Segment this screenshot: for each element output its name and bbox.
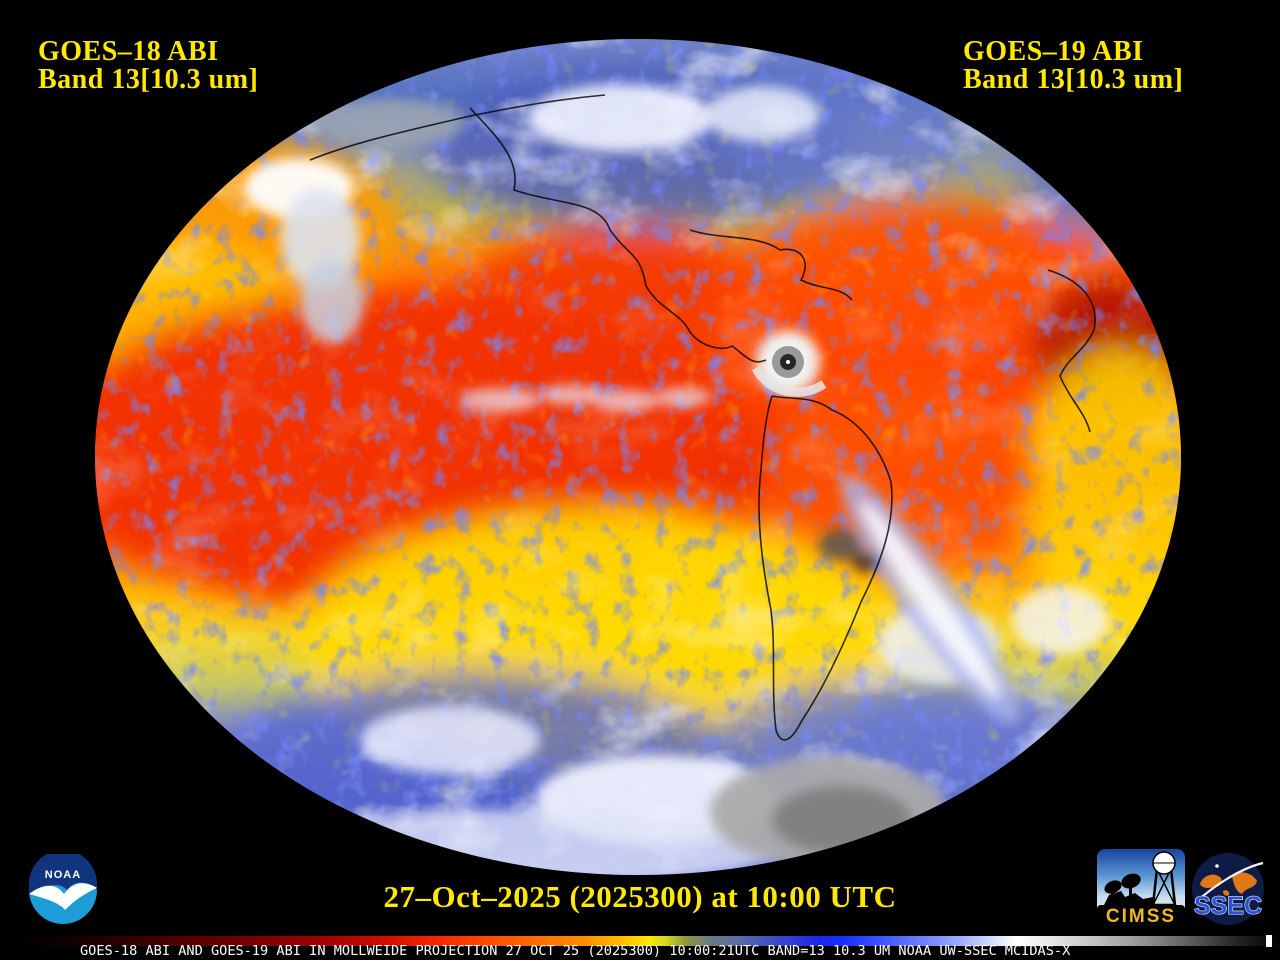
coastlines xyxy=(309,94,1096,741)
noaa-logo-text: NOAA xyxy=(45,869,81,881)
noaa-bird-icon xyxy=(29,883,97,910)
colorbar-marker xyxy=(1266,935,1272,947)
noaa-logo: NOAA xyxy=(28,854,97,924)
antarctic-gray-region xyxy=(710,756,946,868)
goes19-title: GOES–19 ABI xyxy=(963,36,1144,67)
ssec-logo: SSEC xyxy=(1192,853,1264,925)
goes18-label: GOES–18 ABI Band 13[10.3 um] xyxy=(38,38,258,94)
ssec-logo-text: SSEC xyxy=(1194,892,1262,920)
ssec-orbit-swoosh-icon xyxy=(1194,861,1264,904)
cimss-logo-text: CIMSS xyxy=(1106,906,1176,927)
mcidas-info-line: GOES-18 ABI AND GOES-19 ABI IN MOLLWEIDE… xyxy=(80,943,1071,959)
goes19-band: Band 13[10.3 um] xyxy=(963,64,1184,95)
timestamp-label: 27–Oct–2025 (2025300) at 10:00 UTC xyxy=(383,879,897,914)
cimss-logo: CIMSS xyxy=(1095,847,1187,929)
goes19-label: GOES–19 ABI Band 13[10.3 um] xyxy=(963,38,1183,94)
goes18-band: Band 13[10.3 um] xyxy=(38,64,259,95)
hurricane-melissa xyxy=(751,330,827,397)
goes18-title: GOES–18 ABI xyxy=(38,36,219,67)
temperature-colorbar xyxy=(0,936,1280,946)
cimss-skyline-icon xyxy=(1097,867,1185,927)
